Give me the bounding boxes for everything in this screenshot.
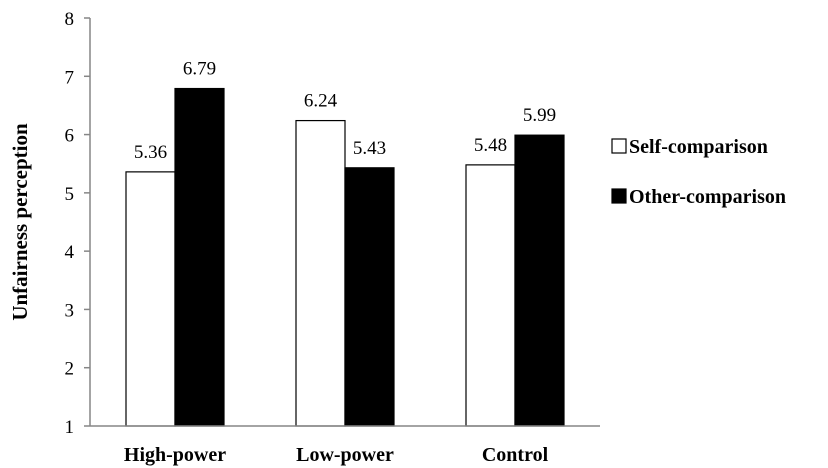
legend-label: Other-comparison: [629, 186, 786, 208]
y-tick-label: 2: [65, 359, 75, 380]
legend-label: Self-comparison: [629, 136, 768, 158]
data-label: 6.79: [183, 59, 216, 80]
axes-layer: [89, 18, 600, 427]
data-label: 5.43: [353, 138, 386, 159]
legend-swatch: [611, 138, 627, 154]
y-tick-label: 4: [65, 242, 75, 263]
y-tick-label: 1: [65, 417, 75, 438]
bar-self-comparison-control: [465, 164, 516, 427]
data-label: 5.99: [523, 105, 556, 126]
category-label: Low-power: [296, 444, 394, 466]
bar-self-comparison-low-power: [295, 119, 346, 427]
data-label: 5.36: [134, 142, 167, 163]
data-label: 5.48: [474, 135, 507, 156]
y-tick-label: 3: [65, 300, 75, 321]
y-axis-title: Unfairness perception: [8, 123, 32, 321]
y-ticks: 1 2 3 4 5 6 7 8: [65, 9, 90, 438]
bar-other-comparison-high-power: [174, 87, 225, 427]
y-tick-label: 8: [65, 9, 75, 30]
legend: Self-comparison Other-comparison: [611, 136, 786, 208]
y-tick-label: 7: [65, 67, 75, 88]
bar-other-comparison-control: [514, 134, 565, 427]
category-label: High-power: [124, 444, 226, 466]
data-label: 6.24: [304, 91, 338, 112]
y-tick-label: 5: [65, 184, 75, 205]
category-label: Control: [482, 444, 549, 466]
y-tick-label: 6: [65, 126, 75, 147]
category-labels: High-power Low-power Control: [124, 444, 549, 466]
legend-swatch: [611, 188, 627, 204]
bar-self-comparison-high-power: [125, 171, 176, 427]
data-labels: 5.36 6.79 6.24 5.43 5.48 5.99: [134, 59, 556, 163]
bars-layer: [125, 87, 565, 427]
bar-other-comparison-low-power: [344, 167, 395, 427]
